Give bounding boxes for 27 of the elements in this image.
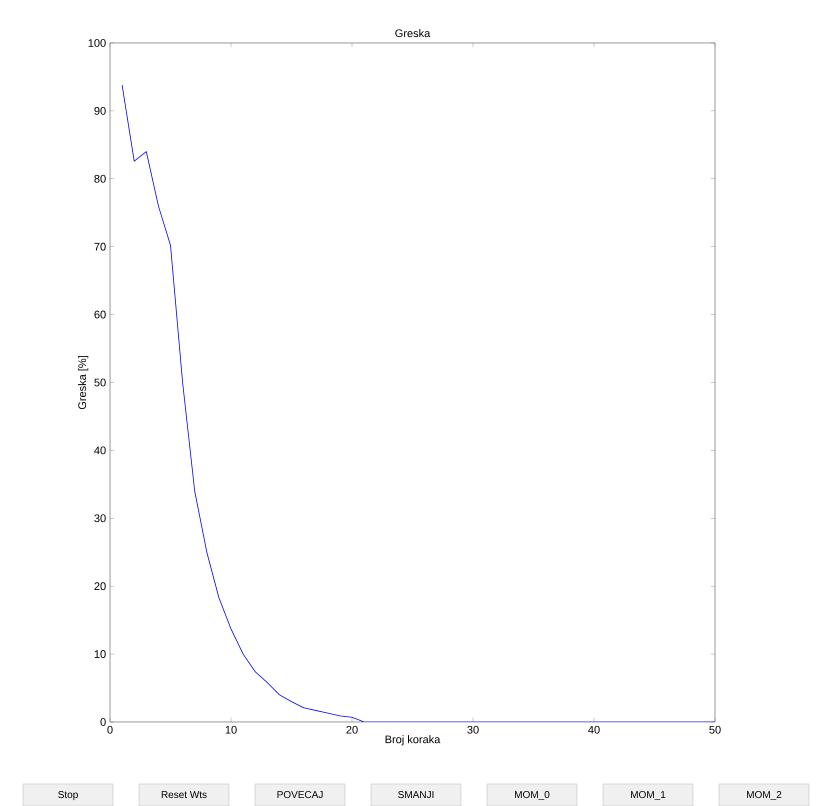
y-tick-label: 90 — [94, 106, 106, 115]
text: MOM_2 — [747, 791, 782, 800]
x-tick-label: 30 — [467, 726, 479, 734]
text: MOM_0 — [515, 791, 550, 800]
y-tick-label: 100 — [88, 39, 106, 47]
x-tick-label: 0 — [107, 726, 113, 734]
x-tick-label: 20 — [346, 726, 358, 734]
y-tick-label: 30 — [94, 514, 106, 522]
text: Reset Wts — [162, 791, 207, 798]
y-tick-label: 50 — [94, 378, 106, 386]
y-tick-label: 20 — [94, 582, 106, 590]
y-tick-label: 80 — [94, 174, 106, 183]
y-tick-label: 10 — [94, 650, 106, 658]
text: Stop — [58, 791, 78, 800]
chart-title: Greska — [395, 29, 430, 38]
text: POVECAJ — [277, 791, 323, 798]
x-tick-label: 10 — [226, 726, 237, 734]
y-axis-title: Greska [%] — [78, 356, 88, 410]
x-axis-title: Broj koraka — [386, 735, 440, 746]
x-tick-label: 40 — [588, 726, 600, 734]
x-tick-label: 50 — [709, 726, 721, 734]
y-tick-label: 40 — [94, 446, 106, 454]
y-tick-label: 70 — [94, 242, 106, 251]
text: SMANJI — [398, 791, 434, 798]
text: MOM_1 — [631, 791, 666, 800]
y-tick-label: 60 — [94, 310, 106, 318]
y-tick-label: 0 — [100, 718, 106, 726]
